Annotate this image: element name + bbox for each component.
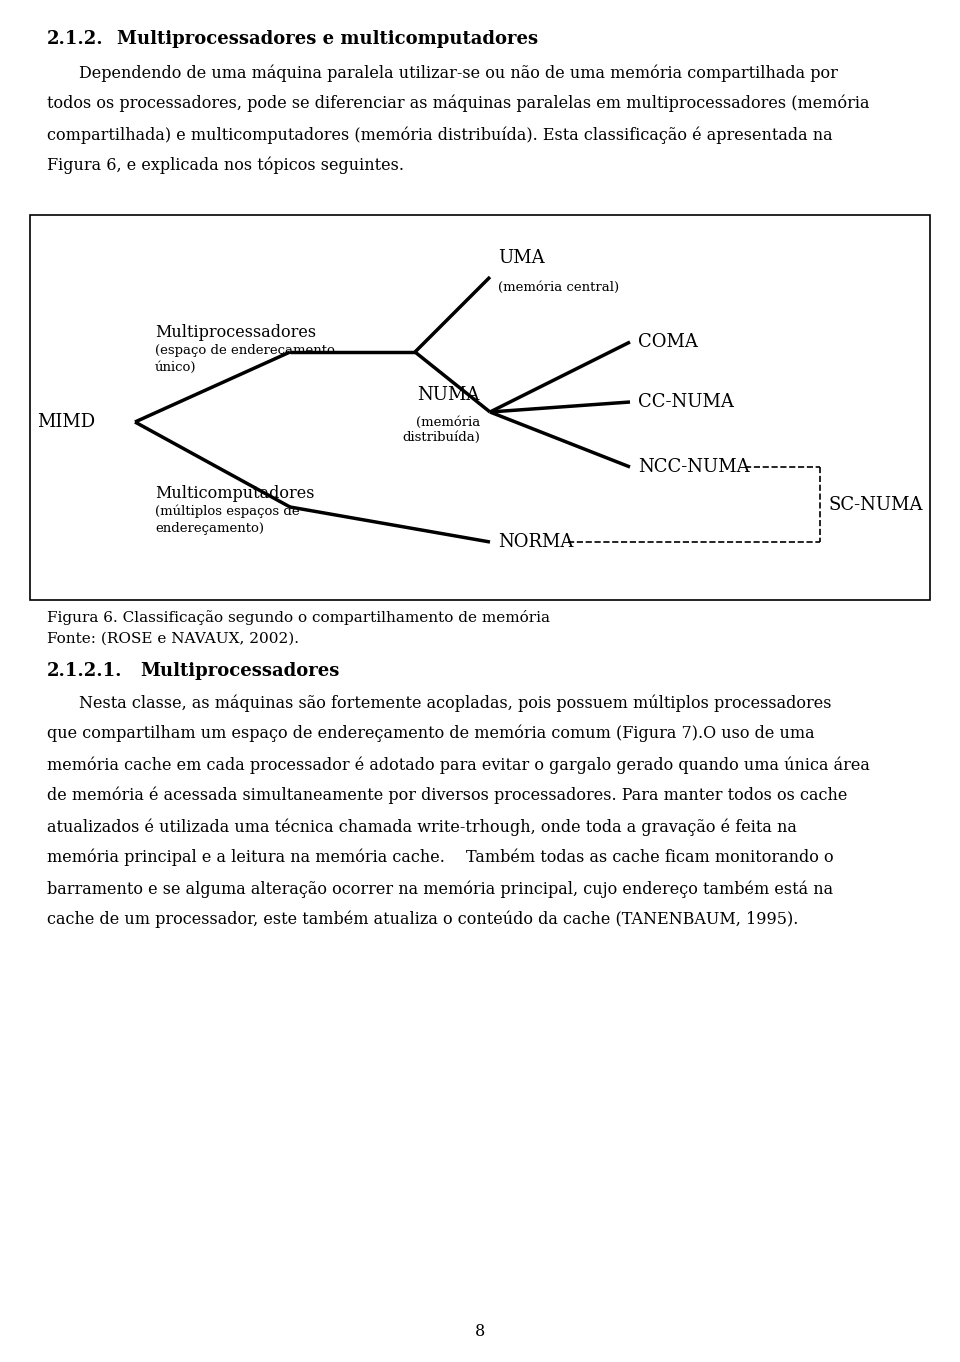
Text: NORMA: NORMA	[498, 533, 573, 552]
Text: MIMD: MIMD	[36, 413, 95, 430]
Text: UMA: UMA	[498, 249, 544, 267]
Text: distribuída): distribuída)	[402, 430, 480, 444]
Text: (espaço de endereçamento: (espaço de endereçamento	[155, 345, 335, 357]
Text: cache de um processador, este também atualiza o conteúdo da cache (TANENBAUM, 19: cache de um processador, este também atu…	[47, 911, 799, 929]
Text: memória cache em cada processador é adotado para evitar o gargalo gerado quando : memória cache em cada processador é adot…	[47, 756, 870, 774]
Text: atualizados é utilizada uma técnica chamada write-trhough, onde toda a gravação : atualizados é utilizada uma técnica cham…	[47, 819, 797, 835]
Text: que compartilham um espaço de endereçamento de memória comum (Figura 7).O uso de: que compartilham um espaço de endereçame…	[47, 725, 815, 742]
Text: único): único)	[155, 361, 197, 375]
Text: Multiprocessadores e multicomputadores: Multiprocessadores e multicomputadores	[117, 30, 539, 48]
Text: NUMA: NUMA	[418, 385, 480, 405]
Text: (memória: (memória	[416, 415, 480, 429]
Text: barramento e se alguma alteração ocorrer na memória principal, cujo endereço tam: barramento e se alguma alteração ocorrer…	[47, 880, 833, 898]
Bar	[30, 215, 930, 601]
Text: compartilhada) e multicomputadores (memória distribuída). Esta classificação é a: compartilhada) e multicomputadores (memó…	[47, 127, 832, 143]
Text: COMA: COMA	[638, 332, 698, 351]
Text: memória principal e a leitura na memória cache.  Também todas as cache ficam mon: memória principal e a leitura na memória…	[47, 849, 833, 866]
Text: Dependendo de uma máquina paralela utilizar-se ou não de uma memória compartilha: Dependendo de uma máquina paralela utili…	[47, 64, 838, 82]
Text: Fonte: (ROSE e NAVAUX, 2002).: Fonte: (ROSE e NAVAUX, 2002).	[47, 632, 299, 646]
Text: 2.1.2.: 2.1.2.	[47, 30, 104, 48]
Text: Figura 6, e explicada nos tópicos seguintes.: Figura 6, e explicada nos tópicos seguin…	[47, 157, 404, 174]
Text: de memória é acessada simultaneamente por diversos processadores. Para manter to: de memória é acessada simultaneamente po…	[47, 787, 848, 805]
Text: NCC-NUMA: NCC-NUMA	[638, 458, 750, 475]
Text: SC-NUMA: SC-NUMA	[828, 496, 923, 513]
Text: Nesta classe, as máquinas são fortemente acopladas, pois possuem múltiplos proce: Nesta classe, as máquinas são fortemente…	[47, 695, 831, 711]
Text: Multiprocessadores: Multiprocessadores	[155, 324, 316, 340]
Text: (múltiplos espaços de: (múltiplos espaços de	[155, 505, 300, 519]
Text: CC-NUMA: CC-NUMA	[638, 394, 733, 411]
Text: Multicomputadores: Multicomputadores	[155, 485, 315, 503]
Text: endereçamento): endereçamento)	[155, 522, 264, 535]
Text: (memória central): (memória central)	[498, 281, 619, 294]
Text: 2.1.2.1.: 2.1.2.1.	[47, 662, 123, 680]
Text: 8: 8	[475, 1323, 485, 1340]
Text: Multiprocessadores: Multiprocessadores	[140, 662, 340, 680]
Text: Figura 6. Classificação segundo o compartilhamento de memória: Figura 6. Classificação segundo o compar…	[47, 610, 550, 625]
Text: todos os processadores, pode se diferenciar as máquinas paralelas em multiproces: todos os processadores, pode se diferenc…	[47, 95, 870, 113]
